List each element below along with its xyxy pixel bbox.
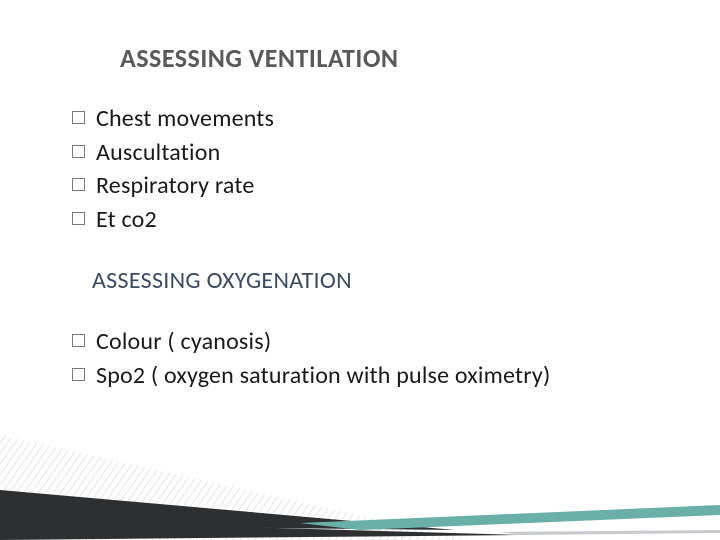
- list-item: Auscultation: [72, 136, 670, 170]
- list-item: Spo2 ( oxygen saturation with pulse oxim…: [72, 359, 670, 393]
- list-item: Colour ( cyanosis): [72, 325, 670, 359]
- section2-list: Colour ( cyanosis) Spo2 ( oxygen saturat…: [72, 325, 670, 392]
- list-item: Et co2: [72, 203, 670, 237]
- section1-list: Chest movements Auscultation Respiratory…: [72, 102, 670, 236]
- slide-subtitle: ASSESSING OXYGENATION: [92, 266, 670, 295]
- slide-title: ASSESSING VENTILATION: [120, 42, 670, 74]
- slide: ASSESSING VENTILATION Chest movements Au…: [0, 0, 720, 540]
- list-item: Chest movements: [72, 102, 670, 136]
- list-item: Respiratory rate: [72, 169, 670, 203]
- decoration-graphic: [0, 380, 720, 540]
